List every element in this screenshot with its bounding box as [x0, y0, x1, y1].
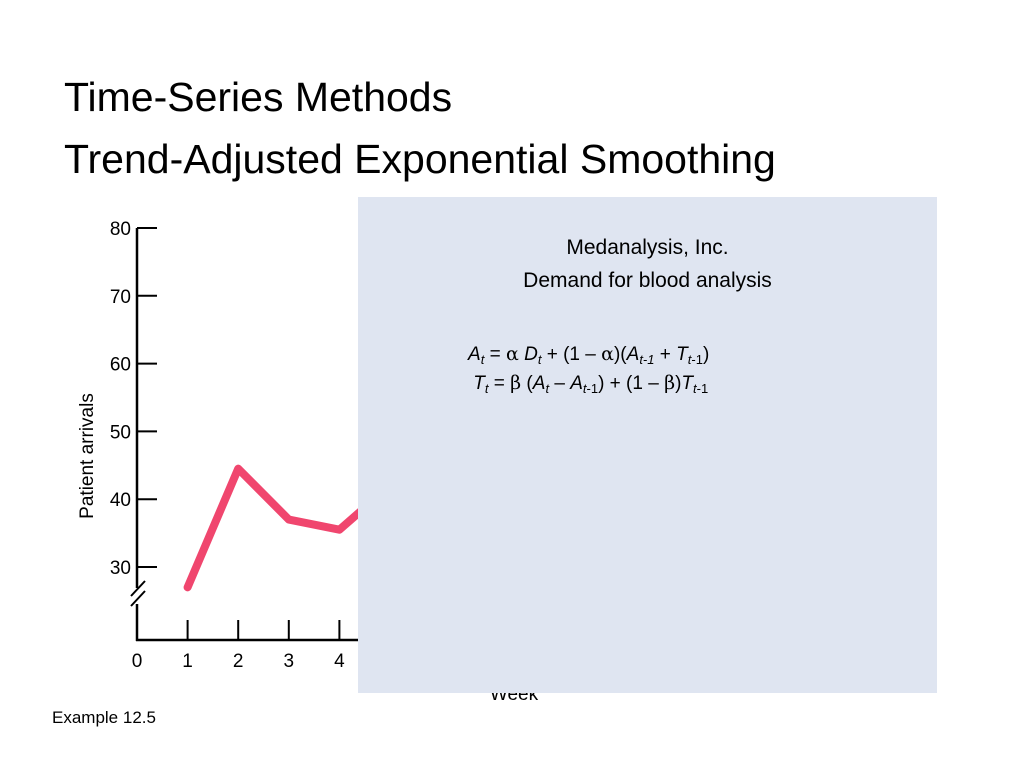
y-tick-label: 30: [110, 558, 131, 579]
axis-break-mark: [130, 580, 146, 597]
x-tick-label: 3: [284, 651, 295, 672]
panel-heading: Medanalysis, Inc. Demand for blood analy…: [358, 231, 937, 297]
example-footnote: Example 12.5: [52, 708, 156, 727]
formulas: At = α Dt + (1 – α)(At-1 + Tt-1) Tt = β …: [468, 340, 709, 398]
y-tick-label: 60: [110, 355, 131, 376]
y-tick-label: 70: [110, 287, 131, 308]
company-name: Medanalysis, Inc.: [566, 236, 729, 259]
title-line-2: Trend-Adjusted Exponential Smoothing: [64, 136, 776, 182]
chart-axes: [130, 228, 358, 642]
x-tick-label: 4: [334, 651, 345, 672]
x-tick-label: 2: [233, 651, 244, 672]
axis-break-mark: [130, 590, 146, 607]
x-tick-label: 0: [132, 651, 143, 672]
y-tick-label: 40: [110, 490, 131, 511]
y-tick-label: 50: [110, 422, 131, 443]
title-line-1: Time-Series Methods: [64, 74, 453, 120]
formula-1: At = α Dt + (1 – α)(At-1 + Tt-1): [468, 343, 710, 367]
panel-subtitle: Demand for blood analysis: [523, 269, 772, 292]
y-axis-label: Patient arrivals: [77, 393, 98, 519]
y-tick-label: 80: [110, 219, 131, 240]
formula-2: Tt = β (At – At-1) + (1 – β)Tt-1: [473, 372, 709, 396]
chart-ticks: 30 40 50 60 70 80 0 1 2 3 4: [110, 219, 345, 672]
info-panel: Medanalysis, Inc. Demand for blood analy…: [358, 197, 937, 693]
slide-title: Time-Series Methods Trend-Adjusted Expon…: [64, 66, 776, 190]
x-tick-label: 1: [182, 651, 193, 672]
